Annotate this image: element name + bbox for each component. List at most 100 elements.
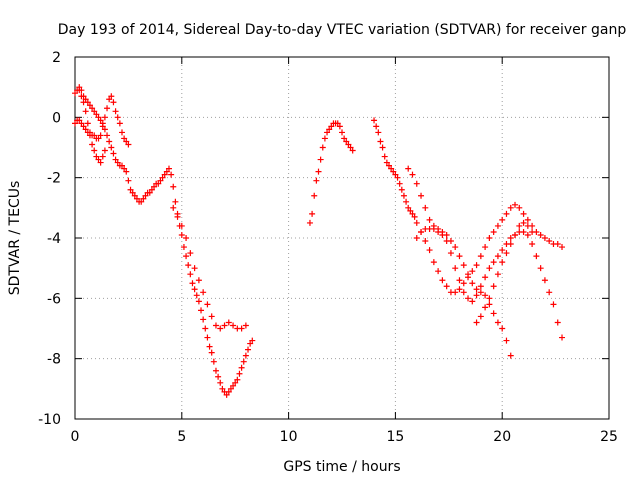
data-point	[104, 132, 111, 139]
data-point	[210, 358, 217, 365]
data-point	[347, 144, 354, 151]
data-point	[541, 235, 548, 241]
data-point	[161, 171, 168, 178]
data-point	[439, 228, 446, 235]
data-point	[223, 391, 230, 398]
data-point	[477, 313, 484, 320]
data-point	[456, 286, 463, 293]
data-point	[499, 216, 506, 223]
data-point	[494, 222, 501, 229]
data-point	[343, 138, 350, 145]
data-point	[185, 262, 192, 269]
y-tick-label: -6	[47, 291, 61, 307]
data-point	[377, 138, 384, 145]
data-point	[512, 231, 519, 238]
data-point	[516, 204, 523, 211]
data-point	[339, 129, 345, 136]
data-point	[200, 289, 207, 296]
data-point	[311, 192, 318, 199]
data-point	[405, 204, 412, 211]
data-point	[456, 277, 463, 284]
data-point	[78, 120, 85, 127]
data-point	[163, 168, 170, 175]
y-tick-label: -10	[38, 412, 61, 428]
data-point	[123, 168, 130, 175]
data-point	[99, 153, 106, 160]
data-point	[477, 289, 484, 296]
data-point	[559, 334, 566, 341]
data-point	[89, 141, 96, 148]
data-point	[193, 292, 200, 299]
data-point	[212, 367, 219, 374]
data-point	[86, 132, 93, 139]
data-point	[306, 219, 313, 226]
data-point	[84, 120, 91, 127]
data-point	[490, 228, 497, 235]
data-point	[245, 346, 252, 353]
data-point	[341, 135, 348, 142]
data-point	[469, 268, 476, 275]
data-point	[486, 265, 493, 272]
data-point	[172, 198, 179, 205]
data-point	[82, 126, 89, 133]
data-point	[208, 313, 215, 320]
data-point	[187, 250, 194, 257]
data-point	[554, 241, 561, 248]
data-point	[469, 298, 476, 305]
data-point	[118, 162, 125, 169]
series-arc-8	[413, 222, 514, 359]
x-tick-label: 10	[280, 429, 298, 445]
data-point	[559, 244, 566, 251]
data-point	[191, 265, 198, 272]
data-point	[392, 171, 399, 178]
data-point	[413, 235, 420, 241]
series-arc-6	[371, 117, 566, 296]
data-point	[494, 271, 501, 278]
data-point	[422, 204, 429, 211]
data-point	[116, 120, 123, 127]
data-point	[157, 177, 164, 184]
data-point	[212, 322, 219, 329]
data-point	[101, 114, 108, 121]
data-point	[490, 259, 497, 266]
data-point	[170, 204, 177, 211]
data-point	[313, 177, 320, 184]
data-point	[225, 388, 232, 395]
data-point	[80, 99, 87, 106]
data-point	[447, 238, 454, 245]
data-point	[426, 247, 433, 254]
data-point	[195, 298, 202, 305]
data-point	[503, 250, 510, 257]
data-point	[110, 99, 117, 106]
y-tick-label: 0	[52, 110, 61, 126]
data-point	[503, 337, 510, 344]
series-arc-5	[306, 120, 356, 226]
data-point	[473, 292, 480, 299]
data-point	[379, 144, 386, 151]
chart-title: Day 193 of 2014, Sidereal Day-to-day VTE…	[58, 22, 627, 38]
data-point	[494, 319, 501, 326]
data-point	[524, 216, 531, 223]
data-point	[385, 162, 392, 169]
data-point	[97, 117, 104, 124]
data-point	[430, 259, 437, 266]
data-point	[499, 259, 506, 266]
data-point	[426, 225, 433, 232]
y-axis-label: SDTVAR / TECUs	[7, 181, 23, 296]
data-point	[204, 334, 211, 341]
data-point	[78, 93, 85, 100]
series-arc-4	[170, 204, 249, 332]
data-point	[409, 171, 416, 178]
series-arc-2	[72, 93, 132, 148]
data-point	[240, 358, 247, 365]
data-point	[151, 183, 158, 190]
data-point	[452, 244, 459, 251]
data-point	[131, 192, 138, 199]
data-point	[516, 222, 523, 229]
data-point	[236, 370, 243, 377]
data-point	[174, 213, 181, 220]
data-point	[208, 349, 215, 356]
data-point	[465, 271, 472, 278]
data-point	[108, 93, 115, 100]
